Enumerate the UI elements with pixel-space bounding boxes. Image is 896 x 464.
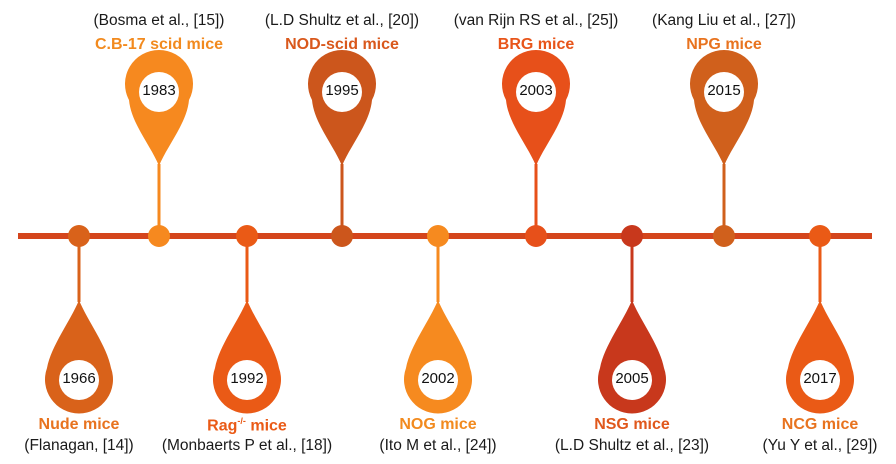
year-badge <box>227 360 267 400</box>
citation: (L.D Shultz et al., [23]) <box>554 437 710 454</box>
timeline-dot <box>236 225 258 247</box>
model-name-text: NSG mice <box>594 416 670 433</box>
year-label: 2003 <box>519 82 553 99</box>
year-badge <box>612 360 652 400</box>
timeline-dot <box>621 225 643 247</box>
timeline-dot <box>809 225 831 247</box>
year-label: 2002 <box>421 370 455 387</box>
model-name-text: BRG mice <box>497 36 575 53</box>
model-name: Nude mice <box>0 416 199 434</box>
model-name-text: NPG mice <box>686 36 762 53</box>
timeline-event <box>598 225 666 414</box>
model-name-text: NOG mice <box>399 416 477 433</box>
timeline-dot <box>525 225 547 247</box>
model-name: NPG mice <box>604 36 844 54</box>
year-label: 2005 <box>615 370 649 387</box>
year-label: 2015 <box>707 82 741 99</box>
model-name: Rag-/- mice <box>127 416 367 435</box>
citation: (Kang Liu et al., [27]) <box>652 12 796 29</box>
year-badge <box>800 360 840 400</box>
timeline-event <box>404 225 472 414</box>
model-name-text: NOD-scid mice <box>285 36 399 53</box>
model-name-text: C.B-17 scid mice <box>94 36 224 53</box>
citation: (Bosma et al., [15]) <box>93 12 225 29</box>
model-name: NOD-scid mice <box>222 36 462 54</box>
timeline-event <box>786 225 854 414</box>
timeline-event <box>45 225 114 414</box>
year-badge <box>59 360 99 400</box>
timeline-event <box>125 50 193 247</box>
year-label: 1983 <box>142 82 176 99</box>
citation: (Flanagan, [14]) <box>24 437 134 454</box>
year-badge <box>139 72 179 112</box>
model-name: NSG mice <box>512 416 752 434</box>
model-name-text: Rag <box>207 417 238 435</box>
model-name-text: NCG mice <box>781 416 859 433</box>
timeline-dot <box>427 225 449 247</box>
citation: (L.D Shultz et al., [20]) <box>264 12 420 29</box>
citation: (van Rijn RS et al., [25]) <box>453 12 619 29</box>
timeline-event <box>690 50 758 247</box>
citation: (Yu Y et al., [29]) <box>762 437 878 454</box>
model-name-suffix: mice <box>245 417 287 435</box>
timeline-event <box>308 50 376 247</box>
timeline-event <box>213 225 281 414</box>
year-label: 1995 <box>325 82 359 99</box>
timeline-dot <box>68 225 90 247</box>
model-name-text: Nude mice <box>38 416 120 433</box>
citation: (Ito M et al., [24]) <box>379 437 497 454</box>
citation: (Monbaerts P et al., [18]) <box>161 437 333 454</box>
timeline-dot <box>331 225 353 247</box>
year-label: 2017 <box>803 370 837 387</box>
timeline-dot <box>713 225 735 247</box>
model-name: NOG mice <box>318 416 558 434</box>
model-name: BRG mice <box>416 36 656 54</box>
model-name-superscript: -/- <box>237 416 246 426</box>
year-badge <box>516 72 556 112</box>
year-badge <box>322 72 362 112</box>
year-label: 1966 <box>62 370 96 387</box>
model-name: C.B-17 scid mice <box>39 36 279 54</box>
year-badge <box>704 72 744 112</box>
timeline-dot <box>148 225 170 247</box>
timeline-event <box>502 50 570 247</box>
model-name: NCG mice <box>700 416 896 434</box>
year-badge <box>418 360 458 400</box>
year-label: 1992 <box>230 370 264 387</box>
